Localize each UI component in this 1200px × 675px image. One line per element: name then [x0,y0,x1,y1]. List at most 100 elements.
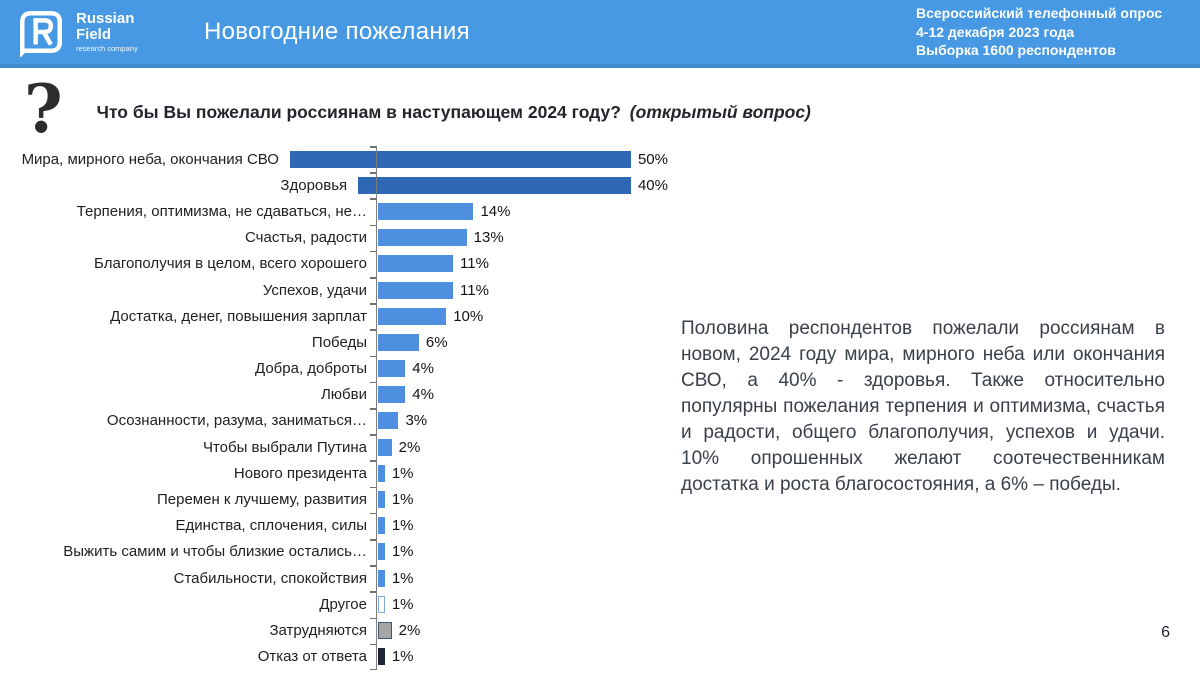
bar-zone: 1% [376,644,668,670]
bar-value: 11% [460,281,489,299]
bar [378,229,467,247]
logo: Russian Field research company [0,7,190,57]
question-text: Что бы Вы пожелали россиянам в наступающ… [96,102,621,122]
bar [358,176,631,194]
question-note: (открытый вопрос) [629,102,811,122]
bar-value: 13% [473,229,504,247]
brand-name-line1: Russian [76,10,135,28]
bar [378,386,406,404]
bar-zone: 1% [376,486,668,512]
bar-label: Затрудняются [269,621,367,639]
axis-tick [370,198,376,200]
bar [378,281,454,299]
bar [378,255,454,273]
bar-zone: 2% [376,617,668,643]
bar-zone: 1% [376,513,668,539]
bar-value: 14% [480,202,511,220]
bar-value: 2% [398,621,421,639]
bar-label: Нового президента [233,464,367,482]
bar-value: 1% [391,517,414,535]
question-mark-icon: ? [24,70,63,148]
chart-row: Терпения, оптимизма, не сдаваться, не… 14… [8,198,668,224]
bar-label: Чтобы выбрали Путина [202,438,367,456]
bar-zone: 3% [376,408,668,434]
bar-zone: 10% [376,303,668,329]
bar-label: Отказ от ответа [257,648,367,666]
chart-row: Любви 4% [8,382,668,408]
bar-label: Выжить самим и чтобы близкие остались… [63,543,367,561]
bar-label: Стабильности, спокойствия [173,569,367,587]
bar [289,150,631,168]
bar-value: 1% [391,464,414,482]
bar-label: Здоровья [280,176,348,194]
bar-value: 11% [460,255,489,273]
bar-label: Счастья, радости [245,229,367,247]
bar [378,464,385,482]
bar-label: Другое [319,595,367,613]
bar-value: 4% [412,360,434,378]
bar-zone: 1% [376,591,668,617]
bar-value: 10% [453,307,484,325]
bar-zone: 11% [376,251,668,277]
bar-zone: 4% [376,356,668,382]
chart-row: Победы 6% [8,329,668,355]
axis-tick [370,355,376,358]
chart-row: Здоровья 40% [8,172,668,198]
bar-zone: 1% [376,539,668,565]
bar-value: 1% [391,595,414,613]
bar-zone: 11% [376,277,668,303]
axis-tick [370,408,376,410]
chart-row: Перемен к лучшему, развития 1% [8,486,668,512]
axis-tick [370,250,376,253]
axis-tick [370,460,376,462]
chart-row: Осознанности, разума, заниматься… 3% [8,408,668,434]
bar-value: 2% [398,438,421,456]
bar-value: 40% [637,176,668,194]
bar-zone: 14% [376,198,668,224]
bar-label: Достатка, денег, повышения зарплат [110,307,367,325]
bar-value: 1% [391,491,414,509]
axis-tick [370,434,376,436]
bar-zone: 6% [376,329,668,355]
question-title: Что бы Вы пожелали россиянам в наступающ… [97,102,811,123]
brand-text: Russian Field research company [76,11,138,52]
bar-zone: 40% [356,172,668,198]
chart-row: Стабильности, спокойствия 1% [8,565,668,591]
axis-tick [370,643,376,646]
bar [378,517,385,535]
chart-row: Нового президента 1% [8,460,668,486]
bar [378,360,406,378]
chart-row: Затрудняются 2% [8,617,668,643]
bar-zone: 2% [376,434,668,460]
chart-row: Благополучия в целом, всего хорошего 11% [8,251,668,277]
bar-label: Любви [320,386,367,404]
chart-row: Выжить самим и чтобы близкие остались… 1% [8,539,668,565]
bar-value: 4% [412,386,434,404]
bar-label: Единства, сплочения, силы [175,517,367,535]
bar-value: 1% [391,648,414,666]
bar-zone: 4% [376,382,668,408]
bar [378,491,385,509]
bar-value: 3% [405,412,428,430]
chart-row: Счастья, радости 13% [8,225,668,251]
axis-tick [370,146,376,148]
brand-name-line2: Field [76,26,112,44]
bar-value: 1% [391,543,414,561]
chart-row: Мира, мирного неба, окончания СВО 50% [8,146,668,172]
bar [378,543,385,561]
bar-label: Победы [311,333,367,351]
axis-tick [370,329,376,331]
axis-tick [370,668,376,670]
bar [378,621,392,639]
bar-label: Осознанности, разума, заниматься… [106,412,367,430]
axis-tick [370,591,376,593]
survey-meta-line-1: Всероссийский телефонный опрос [916,4,1163,21]
axis-tick [370,617,376,620]
chart-row: Единства, сплочения, силы 1% [8,513,668,539]
bar-zone: 1% [376,460,668,486]
bar-chart: Мира, мирного неба, окончания СВО 50% Здор… [8,146,668,670]
bar-zone: 50% [288,146,668,172]
bar-label: Добра, доброты [255,360,367,378]
bar [378,412,399,430]
